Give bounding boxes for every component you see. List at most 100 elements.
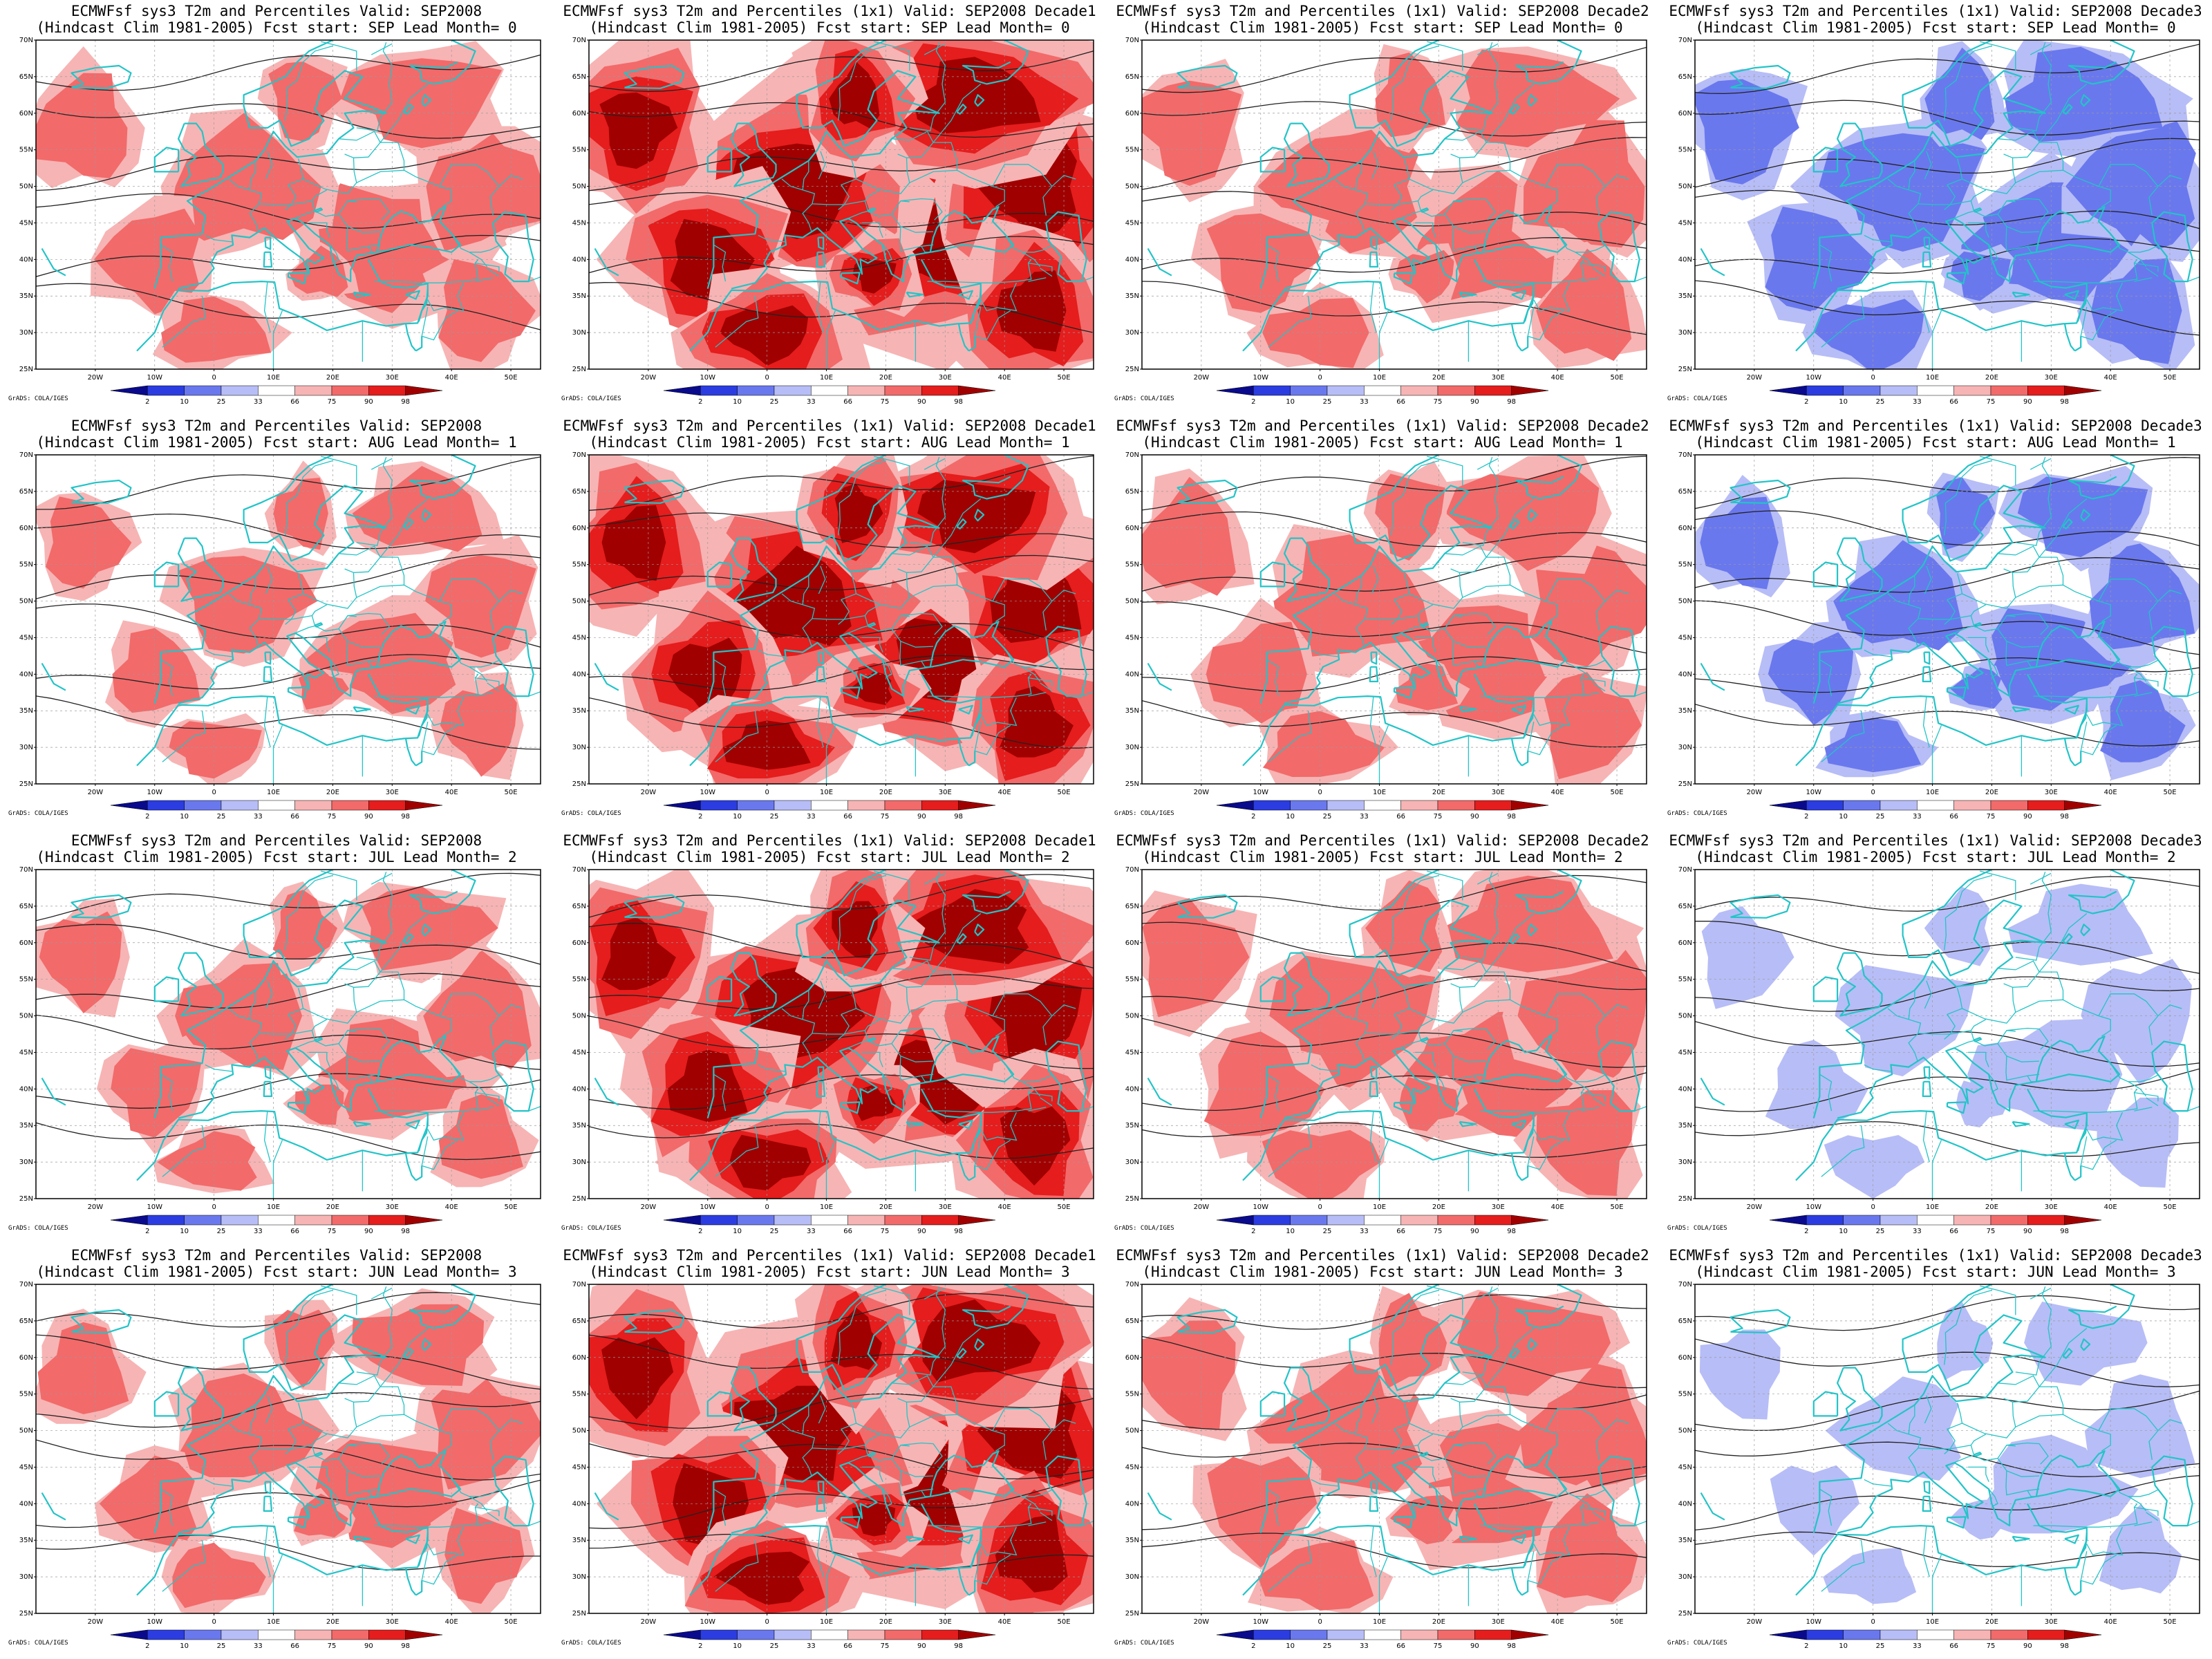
lat-label: 60N [19, 1354, 33, 1362]
lat-label: 45N [572, 1049, 586, 1056]
coastlines [594, 870, 1087, 1181]
lat-label: 60N [572, 110, 586, 118]
lat-label: 40N [1125, 1500, 1139, 1508]
percentile-patch [2099, 1504, 2182, 1594]
percentile-patch [1523, 120, 1645, 248]
lat-label: 65N [19, 73, 33, 81]
panel-title: ECMWFsf sys3 T2m and Percentiles Valid: … [71, 1247, 482, 1264]
colorbar-tick: 10 [180, 1228, 189, 1235]
lat-label: 30N [1678, 329, 1692, 337]
lat-label: 45N [19, 634, 33, 641]
lat-label: 70N [1678, 866, 1692, 874]
lat-label: 55N [1678, 976, 1692, 984]
lat-label: 45N [1678, 219, 1692, 227]
lat-label: 25N [1678, 1195, 1692, 1203]
temperature-contours [589, 455, 1094, 749]
coastlines [41, 1284, 534, 1596]
lon-label: 10W [147, 374, 162, 382]
lon-label: 30E [1492, 789, 1505, 796]
lat-label: 65N [572, 73, 586, 81]
country-borders [1266, 870, 1647, 1199]
colorbar-tick: 90 [2023, 813, 2032, 821]
temperature-contours [589, 1293, 1094, 1570]
lat-label: 50N [1125, 183, 1139, 191]
colorbar-tick: 33 [807, 813, 816, 821]
colorbar-tick: 25 [1323, 813, 1332, 821]
lat-label: 35N [19, 1537, 33, 1544]
percentile-colorbar: 2 10 25 33 66 75 90 98 [1216, 800, 1549, 821]
lat-label: 70N [1125, 866, 1139, 874]
percentile-field [1695, 40, 2200, 369]
colorbar-tick: 66 [1396, 813, 1405, 821]
colorbar-tick: 10 [1839, 1642, 1848, 1650]
percentile-patch [1815, 299, 1924, 369]
panel-title: ECMWFsf sys3 T2m and Percentiles (1x1) V… [1669, 1247, 2202, 1264]
colorbar-tick: 2 [1251, 1228, 1255, 1235]
lat-label: 50N [572, 598, 586, 606]
lat-label: 65N [19, 1318, 33, 1325]
lat-label: 60N [19, 939, 33, 947]
percentile-patch [1206, 213, 1322, 313]
lat-label: 30N [1125, 744, 1139, 751]
lon-label: 20W [1194, 1618, 1210, 1626]
map-svg: 70N 65N 60N 55N 50N 45N 40N 35N 30N 25N 20W 10W 0 10E… [19, 1281, 541, 1650]
colorbar-tick: 33 [254, 813, 263, 821]
percentile-patch [1517, 948, 1647, 1098]
lon-label: 10E [1926, 374, 1939, 382]
lon-label: 40E [998, 374, 1011, 382]
country-borders [160, 1285, 541, 1613]
colorbar-tick: 66 [290, 813, 299, 821]
coastlines [41, 870, 534, 1181]
lon-label: 50E [1058, 374, 1071, 382]
panel-title: ECMWFsf sys3 T2m and Percentiles (1x1) V… [563, 832, 1096, 849]
lat-label: 35N [572, 707, 586, 715]
percentile-patch [1695, 79, 1799, 185]
colorbar-tick: 25 [770, 1642, 779, 1650]
lat-label: 30N [19, 744, 33, 751]
colorbar-tick: 10 [733, 1642, 742, 1650]
lat-label: 30N [572, 329, 586, 337]
lat-label: 70N [1125, 37, 1139, 44]
colorbar-tick: 98 [401, 1642, 410, 1650]
colorbar-tick: 25 [770, 398, 779, 406]
lon-label: 10W [147, 1203, 162, 1211]
percentile-patch [720, 305, 808, 366]
lon-label: 10E [820, 1618, 833, 1626]
panel-title: ECMWFsf sys3 T2m and Percentiles (1x1) V… [1669, 3, 2202, 19]
lat-label: 70N [19, 37, 33, 44]
lat-label: 55N [1125, 1391, 1139, 1398]
lat-label: 35N [1125, 1122, 1139, 1130]
colorbar-tick: 66 [1396, 1642, 1405, 1650]
lon-label: 10W [1253, 1618, 1268, 1626]
forecast-panel: 70N 65N 60N 55N 50N 45N 40N 35N 30N 25N 20W 10W 0 10E… [1113, 415, 1652, 827]
colorbar-tick: 33 [807, 398, 816, 406]
lat-label: 25N [572, 366, 586, 373]
colorbar-tick: 33 [1360, 1228, 1369, 1235]
lon-label: 50E [2164, 1203, 2177, 1211]
colorbar-tick: 66 [290, 1228, 299, 1235]
colorbar-tick: 75 [881, 1228, 890, 1235]
lat-label: 25N [19, 780, 33, 788]
country-borders [160, 456, 541, 784]
lat-label: 45N [1125, 634, 1139, 641]
percentile-field [589, 455, 1094, 784]
lon-label: 40E [2104, 1203, 2117, 1211]
grads-credit: GrADS: COLA/IGES [1114, 810, 1174, 817]
lat-label: 40N [572, 1500, 586, 1508]
percentile-patch [299, 668, 350, 710]
panel-title: ECMWFsf sys3 T2m and Percentiles Valid: … [71, 418, 482, 434]
graticule [1142, 455, 1647, 784]
colorbar-tick: 33 [1913, 813, 1922, 821]
colorbar-tick: 2 [1804, 1228, 1808, 1235]
colorbar-tick: 10 [1839, 1228, 1848, 1235]
lon-label: 20W [641, 374, 657, 382]
map-svg: 70N 65N 60N 55N 50N 45N 40N 35N 30N 25N 20W 10W 0 10E… [19, 37, 541, 406]
percentile-patch [917, 480, 1036, 554]
percentile-colorbar: 2 10 25 33 66 75 90 98 [110, 800, 443, 821]
percentile-field [36, 870, 541, 1199]
lon-label: 50E [1611, 789, 1624, 796]
lat-label: 40N [572, 671, 586, 678]
lat-label: 50N [1678, 1427, 1692, 1435]
percentile-patch [431, 1372, 541, 1490]
panel-subtitle: (Hindcast Clim 1981-2005) Fcst start: JU… [589, 1264, 1070, 1280]
